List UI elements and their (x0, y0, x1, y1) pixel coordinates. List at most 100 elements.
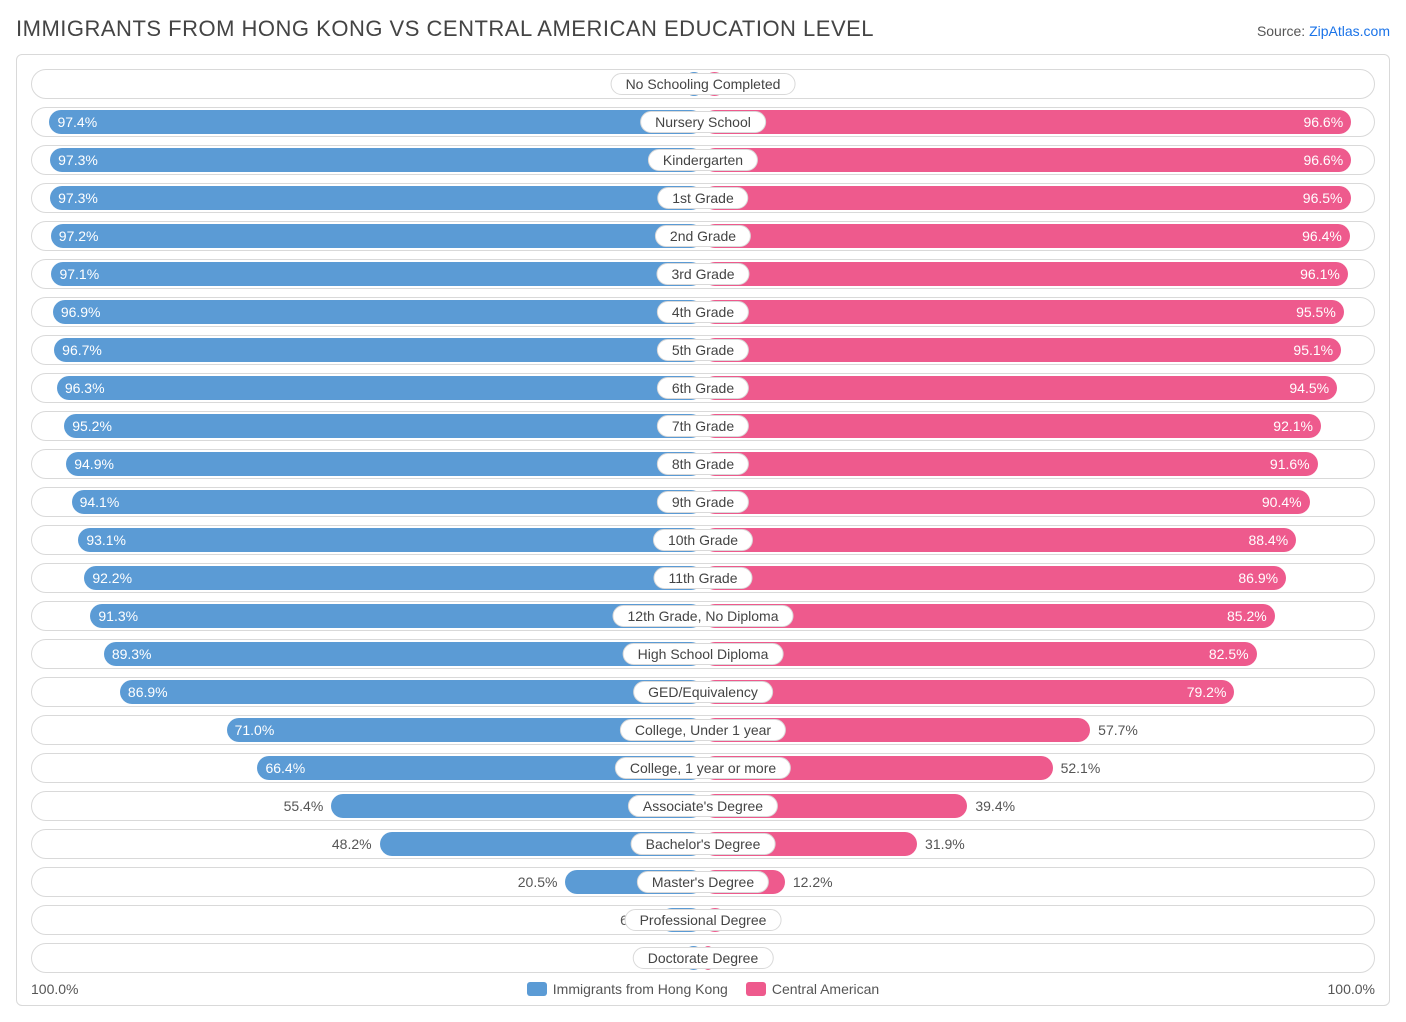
value-label-right: 96.4% (1302, 228, 1342, 244)
chart-row: 89.3%82.5%High School Diploma (31, 639, 1375, 669)
value-label-right: 96.6% (1303, 152, 1343, 168)
chart-area: 2.7%3.4%No Schooling Completed 97.4% 96.6%… (16, 54, 1390, 1006)
chart-row: 6.4%3.6%Professional Degree (31, 905, 1375, 935)
bar-right (703, 262, 1348, 286)
value-label-left: 48.2% (332, 836, 372, 852)
value-label-left: 95.2% (72, 418, 112, 434)
value-label-right: 95.5% (1296, 304, 1336, 320)
chart-row: 97.4% 96.6% Nursery School (31, 107, 1375, 137)
value-label-right: 95.1% (1293, 342, 1333, 358)
category-label: Nursery School (640, 111, 766, 133)
category-label: 6th Grade (657, 377, 749, 399)
value-label-right: 96.1% (1300, 266, 1340, 282)
category-label: 3rd Grade (656, 263, 749, 285)
legend-item-left: Immigrants from Hong Kong (527, 981, 728, 997)
value-label-left: 97.1% (59, 266, 99, 282)
chart-row: 91.3%85.2%12th Grade, No Diploma (31, 601, 1375, 631)
value-label-right: 96.6% (1303, 114, 1343, 130)
category-label: Doctorate Degree (633, 947, 774, 969)
chart-rows: 2.7%3.4%No Schooling Completed 97.4% 96.6%… (31, 69, 1375, 973)
value-label-right: 94.5% (1289, 380, 1329, 396)
chart-row: 71.0%57.7%College, Under 1 year (31, 715, 1375, 745)
value-label-left: 89.3% (112, 646, 152, 662)
bar-right (703, 566, 1286, 590)
category-label: 8th Grade (657, 453, 749, 475)
chart-row: 2.8%1.5%Doctorate Degree (31, 943, 1375, 973)
category-label: GED/Equivalency (633, 681, 773, 703)
chart-legend: Immigrants from Hong Kong Central Americ… (527, 981, 879, 997)
chart-row: 96.9% 95.5% 4th Grade (31, 297, 1375, 327)
category-label: 1st Grade (657, 187, 748, 209)
chart-row: 48.2% 31.9% Bachelor's Degree (31, 829, 1375, 859)
category-label: 7th Grade (657, 415, 749, 437)
value-label-right: 92.1% (1273, 418, 1313, 434)
value-label-right: 31.9% (925, 836, 965, 852)
bar-right (703, 528, 1296, 552)
value-label-left: 96.7% (62, 342, 102, 358)
bar-right (703, 110, 1351, 134)
legend-label-right: Central American (772, 981, 879, 997)
bar-right (703, 452, 1318, 476)
axis-right-max: 100.0% (1328, 981, 1375, 997)
chart-row: 97.2% 96.4% 2nd Grade (31, 221, 1375, 251)
chart-row: 97.3% 96.6% Kindergarten (31, 145, 1375, 175)
value-label-right: 86.9% (1238, 570, 1278, 586)
value-label-left: 97.3% (58, 152, 98, 168)
value-label-left: 94.9% (74, 456, 114, 472)
value-label-left: 96.9% (61, 304, 101, 320)
bar-left (66, 452, 703, 476)
legend-label-left: Immigrants from Hong Kong (553, 981, 728, 997)
bar-left (51, 262, 703, 286)
bar-left (50, 186, 703, 210)
bar-left (90, 604, 703, 628)
chart-row: 94.1%90.4%9th Grade (31, 487, 1375, 517)
value-label-right: 57.7% (1098, 722, 1138, 738)
value-label-right: 91.6% (1270, 456, 1310, 472)
category-label: 2nd Grade (655, 225, 751, 247)
chart-title: IMMIGRANTS FROM HONG KONG VS CENTRAL AME… (16, 16, 874, 42)
bar-right (703, 490, 1310, 514)
axis-left-max: 100.0% (31, 981, 78, 997)
chart-row: 2.7%3.4%No Schooling Completed (31, 69, 1375, 99)
value-label-right: 82.5% (1209, 646, 1249, 662)
chart-row: 92.2%86.9%11th Grade (31, 563, 1375, 593)
source-prefix: Source: (1257, 23, 1309, 39)
value-label-right: 39.4% (975, 798, 1015, 814)
chart-row: 55.4%39.4%Associate's Degree (31, 791, 1375, 821)
value-label-left: 86.9% (128, 684, 168, 700)
value-label-left: 92.2% (92, 570, 132, 586)
value-label-left: 20.5% (518, 874, 558, 890)
value-label-left: 71.0% (235, 722, 275, 738)
category-label: 4th Grade (657, 301, 749, 323)
bar-right (703, 642, 1257, 666)
category-label: Bachelor's Degree (631, 833, 776, 855)
category-label: Associate's Degree (628, 795, 778, 817)
value-label-left: 66.4% (265, 760, 305, 776)
source-link[interactable]: ZipAtlas.com (1309, 23, 1390, 39)
bar-right (703, 376, 1337, 400)
bar-left (120, 680, 703, 704)
chart-row: 96.3%94.5%6th Grade (31, 373, 1375, 403)
bar-left (54, 338, 703, 362)
chart-row: 86.9%79.2%GED/Equivalency (31, 677, 1375, 707)
bar-right (703, 680, 1234, 704)
chart-row: 95.2% 92.1% 7th Grade (31, 411, 1375, 441)
value-label-left: 97.4% (57, 114, 97, 130)
bar-left (49, 110, 703, 134)
category-label: 5th Grade (657, 339, 749, 361)
bar-right (703, 300, 1344, 324)
bar-right (703, 338, 1341, 362)
value-label-left: 97.2% (59, 228, 99, 244)
category-label: Kindergarten (648, 149, 758, 171)
chart-row: 96.7% 95.1% 5th Grade (31, 335, 1375, 365)
bar-left (57, 376, 703, 400)
value-label-right: 96.5% (1303, 190, 1343, 206)
category-label: College, 1 year or more (615, 757, 791, 779)
chart-row: 93.1%88.4%10th Grade (31, 525, 1375, 555)
value-label-left: 94.1% (80, 494, 120, 510)
chart-row: 94.9% 91.6% 8th Grade (31, 449, 1375, 479)
value-label-right: 88.4% (1248, 532, 1288, 548)
category-label: 12th Grade, No Diploma (613, 605, 794, 627)
bar-left (64, 414, 703, 438)
legend-item-right: Central American (746, 981, 879, 997)
